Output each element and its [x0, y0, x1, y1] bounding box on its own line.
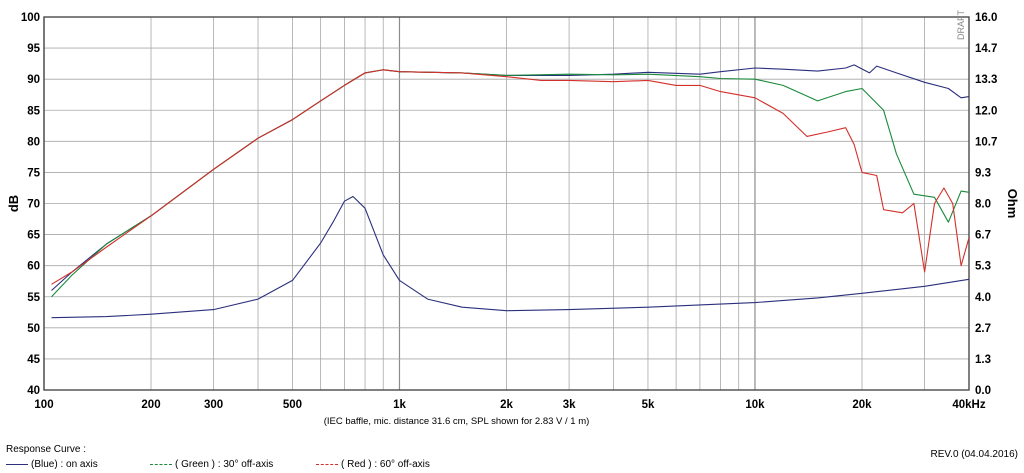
y-tick-label: 75 — [27, 167, 40, 179]
measurement-note: (IEC baffle, mic. distance 31.6 cm, SPL … — [324, 416, 590, 427]
y2-axis-label: Ohm — [1005, 189, 1020, 219]
legend-item-green: ( Green ) : 30° off-axis — [150, 459, 273, 470]
legend-label-green: ( Green ) : 30° off-axis — [175, 459, 274, 470]
y-tick-label: 55 — [27, 292, 40, 304]
y-tick-label: 80 — [27, 136, 40, 148]
y-tick-label: 95 — [27, 43, 40, 55]
y2-tick-label: 12.0 — [975, 105, 997, 117]
x-tick-label: 5k — [642, 399, 655, 411]
x-tick-label: 100 — [34, 399, 53, 411]
y2-tick-label: 5.3 — [975, 261, 991, 273]
legend-item-blue: (Blue) : on axis — [6, 459, 98, 470]
x-tick-label: 20k — [852, 399, 872, 411]
x-tick-label: 300 — [204, 399, 223, 411]
x-tick-label: 3k — [563, 399, 576, 411]
x-tick-label: 10k — [745, 399, 765, 411]
revision-label: REV.0 (04.04.2016) — [930, 449, 1018, 460]
y2-tick-label: 13.3 — [975, 74, 997, 86]
y-tick-label: 70 — [27, 199, 40, 211]
y2-tick-label: 9.3 — [975, 167, 991, 179]
legend-label-blue: (Blue) : on axis — [31, 459, 98, 470]
legend-item-red: ( Red ) : 60° off-axis — [316, 459, 430, 470]
y2-tick-label: 8.0 — [975, 199, 991, 211]
y2-tick-label: 14.7 — [975, 43, 997, 55]
y-tick-label: 90 — [27, 74, 40, 86]
x-tick-label: 40kHz — [952, 399, 985, 411]
y2-tick-label: 2.7 — [975, 323, 991, 335]
response-curve-label: Response Curve : — [6, 444, 87, 455]
y-tick-label: 50 — [27, 323, 40, 335]
y-tick-label: 85 — [27, 105, 40, 117]
y-axis-label: dB — [6, 195, 21, 212]
y-tick-label: 100 — [21, 12, 40, 24]
tick-labels: 100 200 300 500 1k 2k 3k 5k 10k 20k 40kHz 100 95 90 85… — [6, 12, 1020, 427]
y-tick-label: 45 — [27, 354, 40, 366]
y2-tick-label: 0.0 — [975, 385, 991, 397]
x-tick-label: 200 — [141, 399, 160, 411]
y2-tick-label: 10.7 — [975, 136, 997, 148]
y2-tick-label: 16.0 — [975, 12, 997, 24]
legend-swatch-blue — [6, 464, 28, 465]
x-tick-label: 500 — [283, 399, 302, 411]
y-tick-label: 60 — [27, 261, 40, 273]
curve-impedance — [51, 195, 970, 319]
y-tick-label: 65 — [27, 230, 40, 242]
curve-60deg — [51, 69, 970, 285]
plot-frame — [43, 16, 970, 391]
y2-tick-label: 4.0 — [975, 292, 991, 304]
y2-tick-label: 1.3 — [975, 354, 991, 366]
legend-swatch-green — [150, 464, 172, 465]
y-tick-label: 40 — [27, 385, 40, 397]
watermark: DRAFT — [956, 10, 966, 40]
legend-swatch-red — [316, 464, 338, 465]
legend-label-red: ( Red ) : 60° off-axis — [341, 459, 430, 470]
grid: DRAFT — [43, 10, 970, 391]
x-tick-label: 2k — [500, 399, 513, 411]
x-tick-label: 1k — [393, 399, 406, 411]
curves — [51, 64, 970, 319]
y2-tick-label: 6.7 — [975, 230, 991, 242]
